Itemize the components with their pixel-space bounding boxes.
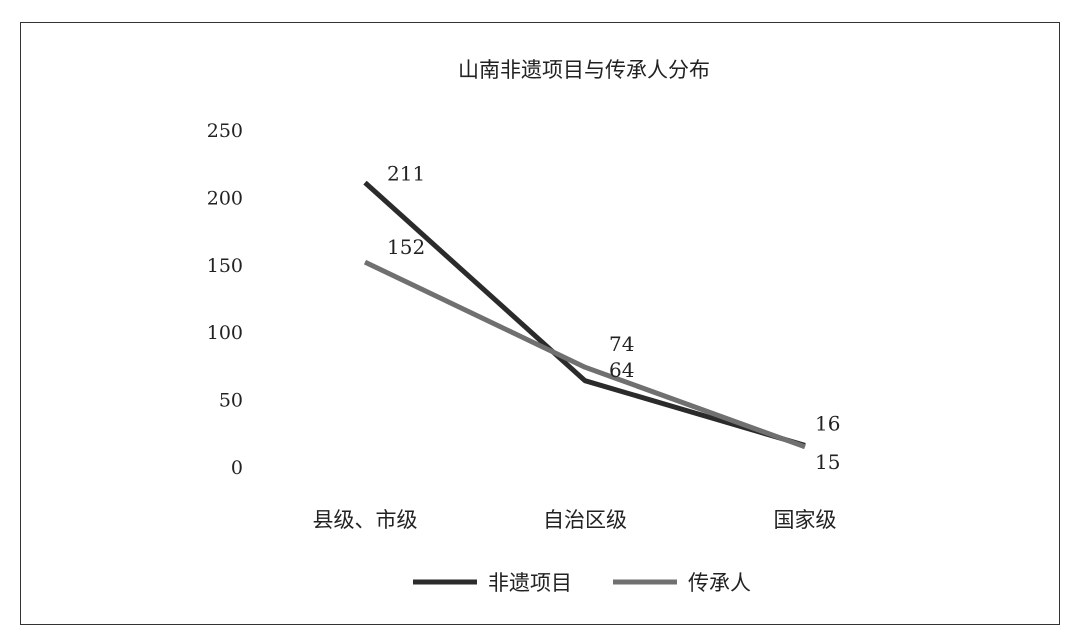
y-axis-ticks: 0 50 100 150 200 250: [207, 120, 243, 479]
data-label: 211: [387, 162, 425, 186]
y-tick-label: 50: [219, 390, 243, 412]
y-tick-label: 100: [207, 322, 243, 344]
data-label: 152: [387, 235, 425, 259]
series-line-1: [363, 259, 806, 450]
legend-label: 传承人: [688, 571, 751, 595]
data-label: 64: [609, 358, 634, 382]
data-label: 15: [815, 450, 840, 474]
chart-title: 山南非遗项目与传承人分布: [458, 58, 710, 82]
legend: 非遗项目 传承人: [413, 571, 751, 595]
chart-frame: [20, 22, 1060, 625]
legend-label: 非遗项目: [488, 571, 572, 595]
series-line-0: [363, 180, 806, 448]
data-label: 74: [609, 332, 634, 356]
data-label: 16: [815, 411, 840, 435]
x-axis-categories: 县级、市级 自治区级 国家级: [313, 508, 837, 532]
y-tick-label: 0: [231, 457, 243, 479]
y-tick-label: 200: [207, 187, 243, 209]
y-tick-label: 250: [207, 120, 243, 142]
x-category-label: 国家级: [774, 508, 837, 532]
series-lines: [363, 180, 806, 450]
x-category-label: 自治区级: [543, 508, 627, 532]
x-category-label: 县级、市级: [313, 508, 418, 532]
y-tick-label: 150: [207, 255, 243, 277]
